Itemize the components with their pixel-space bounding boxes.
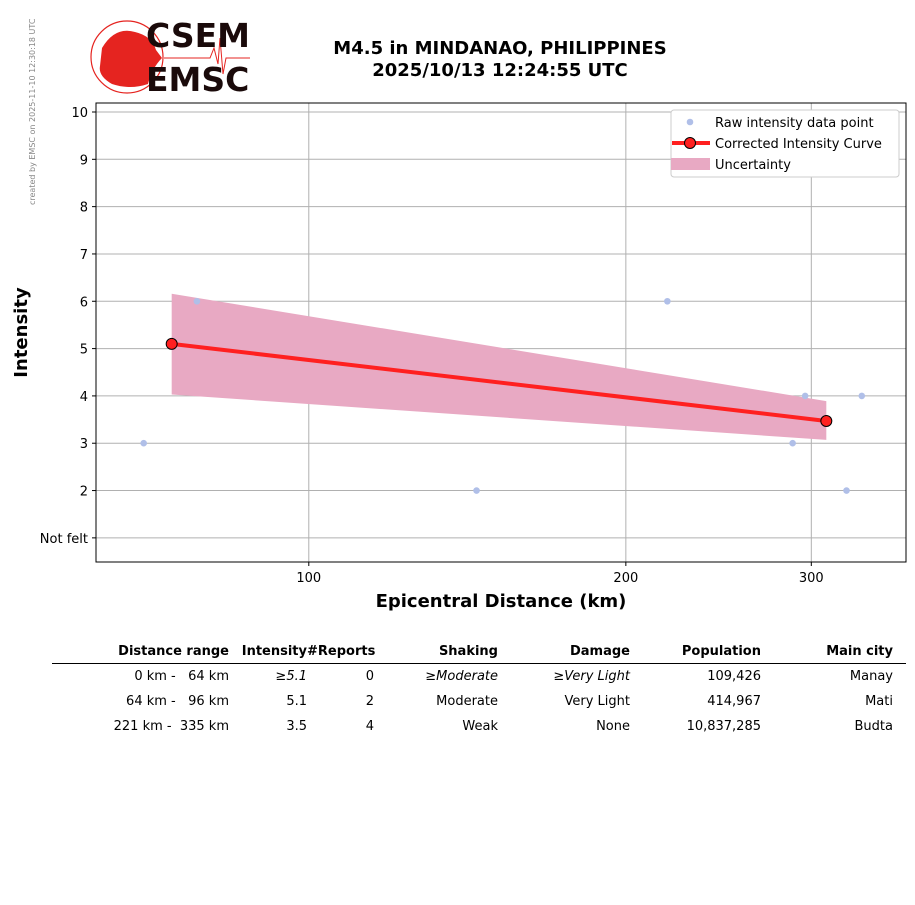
raw-data-point bbox=[140, 439, 147, 447]
x-axis-label: Epicentral Distance (km) bbox=[376, 591, 627, 612]
table-cell: Mati bbox=[865, 694, 893, 709]
legend-raw-marker bbox=[686, 118, 694, 126]
column-header: Damage bbox=[569, 644, 630, 659]
y-tick-label: 10 bbox=[71, 106, 88, 121]
y-tick-label: 3 bbox=[80, 437, 88, 452]
column-header: Shaking bbox=[438, 644, 498, 659]
uncertainty-band bbox=[171, 293, 827, 440]
legend-label: Raw intensity data point bbox=[715, 116, 874, 131]
x-tick-label: 100 bbox=[296, 571, 321, 586]
logo-text-csem: CSEM bbox=[146, 16, 250, 55]
column-header: Distance range bbox=[118, 644, 229, 659]
event-title: M4.5 in MINDANAO, PHILIPPINES bbox=[333, 38, 667, 59]
y-tick-label: 9 bbox=[80, 153, 88, 168]
table-cell: Budta bbox=[854, 719, 893, 734]
raw-data-point bbox=[664, 297, 671, 305]
x-tick-label: 200 bbox=[613, 571, 638, 586]
table-cell: 2 bbox=[365, 694, 374, 709]
table-cell: Moderate bbox=[436, 694, 498, 709]
curve-marker bbox=[820, 414, 833, 427]
raw-data-point bbox=[789, 439, 796, 447]
raw-data-point bbox=[858, 392, 866, 400]
corrected-intensity-line bbox=[171, 341, 827, 423]
table-row: 0 km - 64 km ≥5.1 0 ≥Moderate ≥Very Light 109… bbox=[52, 664, 906, 689]
intensity-table: Distance range Intensity #Reports Shaking Da… bbox=[52, 640, 906, 739]
table-cell: ≥Moderate bbox=[425, 669, 498, 684]
y-tick-label: 8 bbox=[80, 201, 88, 216]
table-header: Distance range Intensity #Reports Shaking Da… bbox=[52, 640, 906, 664]
table-cell: 221 km - 335 km bbox=[113, 719, 229, 734]
raw-data-point bbox=[843, 487, 850, 494]
intensity-chart: Not felt 2 3 4 5 6 7 8 9 10 100 200 300 Epicentral Di… bbox=[11, 102, 907, 612]
table-cell: ≥Very Light bbox=[553, 669, 630, 684]
y-tick-label: 2 bbox=[80, 485, 88, 500]
legend-curve-marker bbox=[684, 137, 696, 149]
y-tick-label: Not felt bbox=[40, 532, 88, 547]
table-cell: ≥5.1 bbox=[275, 669, 307, 684]
table-cell: 10,837,285 bbox=[686, 719, 761, 734]
y-tick-label: 7 bbox=[80, 248, 88, 263]
table-cell: 5.1 bbox=[286, 694, 307, 709]
raw-data-point bbox=[193, 297, 201, 305]
column-header: Population bbox=[681, 644, 761, 659]
table-cell: 64 km - 96 km bbox=[126, 694, 229, 709]
table-cell: Manay bbox=[849, 669, 893, 684]
table-cell: 3.5 bbox=[286, 719, 307, 734]
column-header: Main city bbox=[826, 644, 893, 659]
legend-label: Uncertainty bbox=[715, 158, 791, 173]
legend-label: Corrected Intensity Curve bbox=[715, 137, 882, 152]
table-row: 64 km - 96 km 5.1 2 Moderate Very Light 414,9… bbox=[52, 689, 906, 714]
y-axis-label: Intensity bbox=[11, 287, 32, 378]
raw-data-point bbox=[801, 392, 809, 400]
column-header: #Reports bbox=[307, 644, 376, 659]
legend-uncertainty-patch bbox=[671, 158, 710, 170]
legend-box bbox=[670, 109, 900, 178]
table-cell: 414,967 bbox=[707, 694, 761, 709]
y-tick-label: 5 bbox=[80, 343, 88, 358]
logo-text-emsc: EMSC bbox=[146, 60, 250, 99]
x-tick-label: 300 bbox=[799, 571, 824, 586]
table-cell: None bbox=[596, 719, 630, 734]
y-tick-label: 4 bbox=[80, 390, 88, 405]
plot-frame bbox=[95, 102, 907, 563]
table-cell: 109,426 bbox=[707, 669, 761, 684]
table-cell: 0 km - 64 km bbox=[134, 669, 229, 684]
column-header: Intensity bbox=[241, 644, 307, 659]
curve-marker bbox=[165, 337, 178, 350]
event-datetime: 2025/10/13 12:24:55 UTC bbox=[372, 60, 628, 81]
emsc-logo: CSEM EMSC bbox=[90, 16, 255, 99]
raw-data-point bbox=[473, 487, 480, 494]
table-cell: 4 bbox=[365, 719, 374, 734]
table-cell: Weak bbox=[462, 719, 498, 734]
table-row: 221 km - 335 km 3.5 4 Weak None 10,837,285 Bud… bbox=[52, 714, 906, 739]
table-cell: 0 bbox=[365, 669, 374, 684]
table-cell: Very Light bbox=[564, 694, 631, 709]
y-tick-label: 6 bbox=[80, 295, 88, 310]
